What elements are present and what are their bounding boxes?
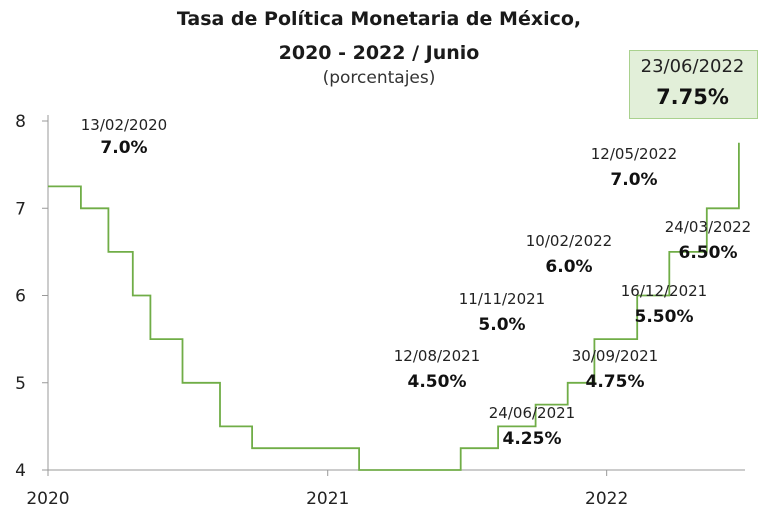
rate-step-line: [48, 142, 740, 471]
annotation-value: 7.0%: [100, 138, 147, 158]
annotation-date: 12/05/2022: [591, 145, 677, 163]
x-tick-label: 2022: [585, 489, 628, 509]
annotation-value: 5.50%: [635, 307, 694, 327]
chart-subtitle: 2020 - 2022 / Junio: [278, 42, 480, 64]
y-tick-label: 8: [15, 112, 26, 132]
annotation-date: 13/02/2020: [81, 116, 167, 134]
annotation-value: 7.0%: [610, 170, 657, 190]
highlight-date-label: 23/06/2022: [640, 56, 745, 77]
annotation-date: 12/08/2021: [394, 347, 480, 365]
annotation-value: 6.50%: [679, 243, 738, 263]
annotation-date: 24/03/2022: [665, 218, 751, 236]
annotation-value: 4.75%: [586, 372, 645, 392]
y-tick-label: 7: [15, 199, 26, 219]
annotation-date: 24/06/2021: [489, 404, 575, 422]
x-tick-label: 2021: [306, 489, 349, 509]
x-tick-label: 2020: [26, 489, 69, 509]
annotation-value: 4.25%: [503, 429, 562, 449]
annotation-date: 30/09/2021: [572, 347, 658, 365]
highlight-value-label: 7.75%: [656, 85, 729, 109]
annotation-date: 10/02/2022: [526, 232, 612, 250]
annotation-value: 6.0%: [545, 257, 592, 277]
annotation-value: 5.0%: [478, 315, 525, 335]
annotation-value: 4.50%: [408, 372, 467, 392]
y-tick-label: 5: [15, 374, 26, 394]
annotation-date: 16/12/2021: [621, 282, 707, 300]
y-tick-label: 6: [15, 287, 26, 307]
annotation-date: 11/11/2021: [459, 290, 545, 308]
chart-unit: (porcentajes): [322, 68, 436, 88]
y-tick-label: 4: [15, 461, 26, 481]
chart-title: Tasa de Política Monetaria de México,: [176, 8, 582, 30]
